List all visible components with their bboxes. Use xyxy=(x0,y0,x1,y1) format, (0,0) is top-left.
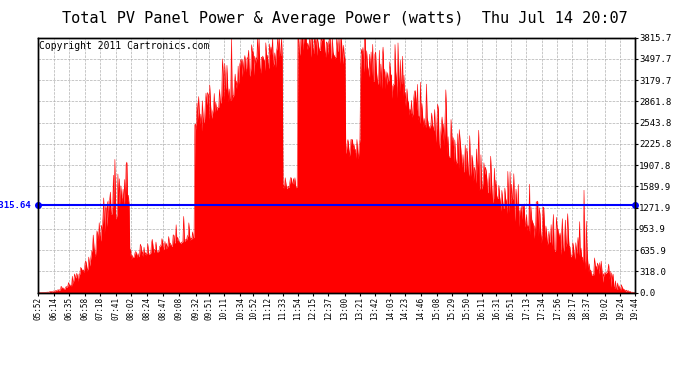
Text: Total PV Panel Power & Average Power (watts)  Thu Jul 14 20:07: Total PV Panel Power & Average Power (wa… xyxy=(62,11,628,26)
Text: Copyright 2011 Cartronics.com: Copyright 2011 Cartronics.com xyxy=(39,41,210,51)
